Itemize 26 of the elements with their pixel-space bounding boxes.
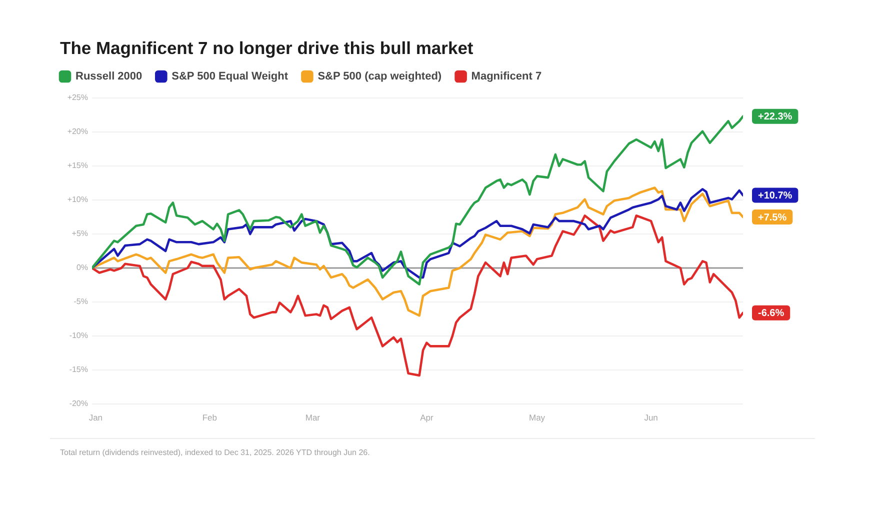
- y-tick-label: +20%: [67, 127, 88, 136]
- x-tick-label: Feb: [202, 412, 218, 422]
- y-tick-label: +25%: [67, 93, 88, 102]
- x-tick-label: May: [529, 412, 546, 422]
- chart-title: The Magnificent 7 no longer drive this bull market: [60, 38, 474, 58]
- y-tick-label: +10%: [67, 195, 88, 204]
- text: Total return (dividends reinvested), indexed to Dec 31, 2025. 2026 YTD through Jun 26.: [60, 447, 371, 459]
- y-tick-label: +5%: [72, 229, 88, 238]
- x-tick-label: Jun: [644, 412, 658, 422]
- y-tick-label: -10%: [69, 331, 88, 340]
- legend-label: S&P 500 (cap weighted): [318, 70, 442, 83]
- data-label: +10.7%: [758, 190, 792, 202]
- x-tick-label: Apr: [420, 412, 434, 422]
- x-tick-label: Mar: [305, 412, 320, 422]
- legend-label: S&P 500 Equal Weight: [172, 70, 288, 83]
- legend-label: Russell 2000: [76, 70, 142, 83]
- y-tick-label: -20%: [69, 399, 88, 408]
- y-tick-label: 0%: [76, 263, 88, 272]
- data-label: -6.6%: [758, 308, 784, 320]
- x-tick-label: Jan: [88, 412, 103, 422]
- y-tick-label: -5%: [74, 297, 88, 306]
- legend-label: Magnificent 7: [471, 70, 542, 83]
- y-tick-label: -15%: [69, 365, 88, 374]
- y-tick-label: +15%: [67, 161, 88, 170]
- data-label: +22.3%: [758, 112, 792, 123]
- data-label: +7.5%: [758, 212, 787, 224]
